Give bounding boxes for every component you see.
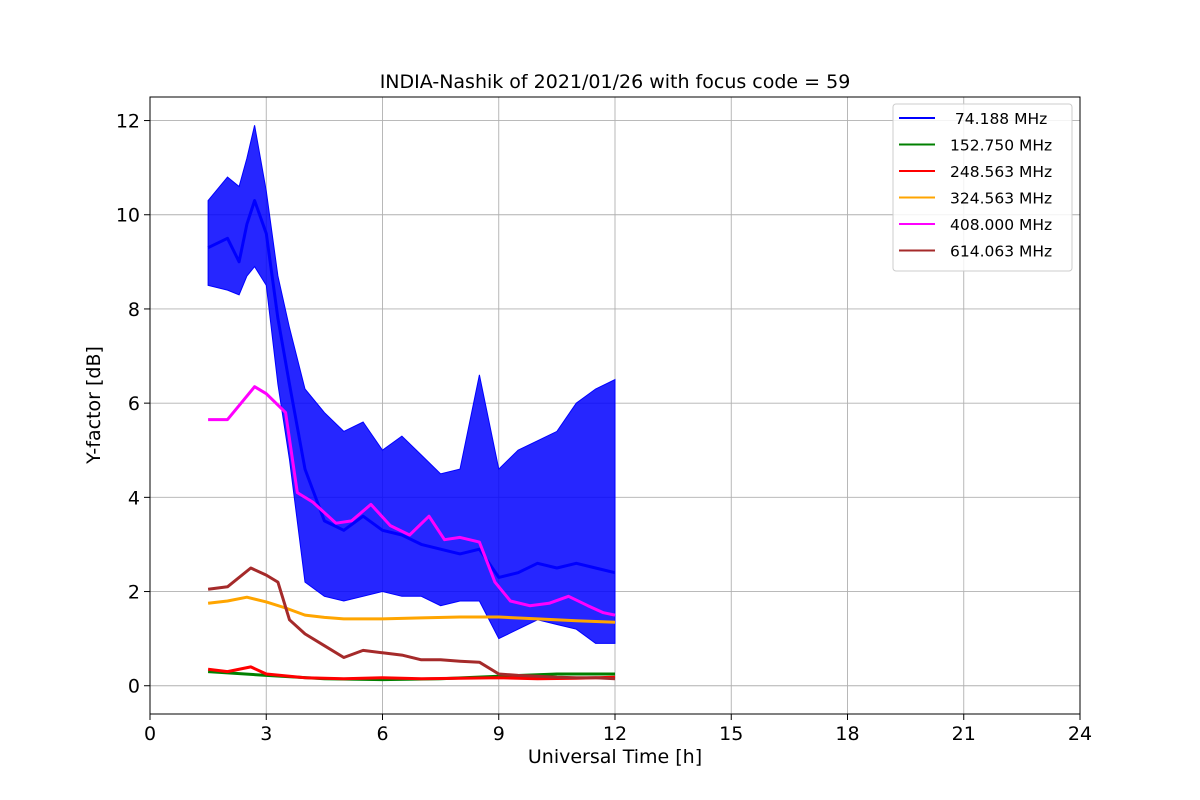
- series-group-0: [207, 125, 616, 644]
- series-band-0: [207, 125, 616, 644]
- series-layer: [207, 125, 616, 682]
- x-tick-label: 0: [144, 723, 156, 745]
- x-tick-label: 18: [835, 723, 859, 745]
- legend-box: [892, 103, 1073, 272]
- series-group-5: [207, 566, 616, 681]
- series-line-2: [207, 665, 616, 681]
- series-group-2: [207, 665, 616, 681]
- legend-label-0: 74.188 MHz: [950, 110, 1047, 128]
- x-tick-label: 6: [376, 723, 388, 745]
- x-axis-label: Universal Time [h]: [528, 746, 702, 768]
- legend-label-1: 152.750 MHz: [950, 137, 1052, 155]
- x-tick-label: 3: [260, 723, 272, 745]
- x-tick-label: 12: [603, 723, 627, 745]
- y-tick-label: 2: [128, 582, 140, 604]
- legend: 74.188 MHz 152.750 MHz 248.563 MHz 324.563 …: [892, 103, 1073, 272]
- series-line-4: [208, 385, 616, 617]
- y-tick-label: 0: [128, 676, 140, 698]
- y-tick-label: 10: [116, 205, 140, 227]
- series-line-3: [207, 595, 616, 624]
- y-tick-label: 8: [128, 299, 140, 321]
- chart-title: INDIA-Nashik of 2021/01/26 with focus co…: [380, 71, 851, 93]
- series-group-3: [207, 595, 616, 624]
- legend-label-2: 248.563 MHz: [950, 163, 1052, 181]
- series-group-4: [208, 385, 616, 617]
- y-tick-label: 4: [128, 487, 140, 509]
- x-tick-label: 9: [493, 723, 505, 745]
- y-tick-label: 6: [128, 393, 140, 415]
- legend-label-4: 408.000 MHz: [950, 216, 1052, 234]
- y-axis-label: Y-factor [dB]: [83, 346, 105, 465]
- legend-label-5: 614.063 MHz: [950, 243, 1052, 261]
- series-line-0: [207, 199, 616, 579]
- x-tick-label: 15: [719, 723, 743, 745]
- x-tick-label: 24: [1068, 723, 1092, 745]
- y-tick-label: 12: [116, 111, 140, 133]
- series-line-5: [207, 566, 616, 681]
- legend-label-3: 324.563 MHz: [950, 190, 1052, 208]
- x-tick-label: 21: [952, 723, 976, 745]
